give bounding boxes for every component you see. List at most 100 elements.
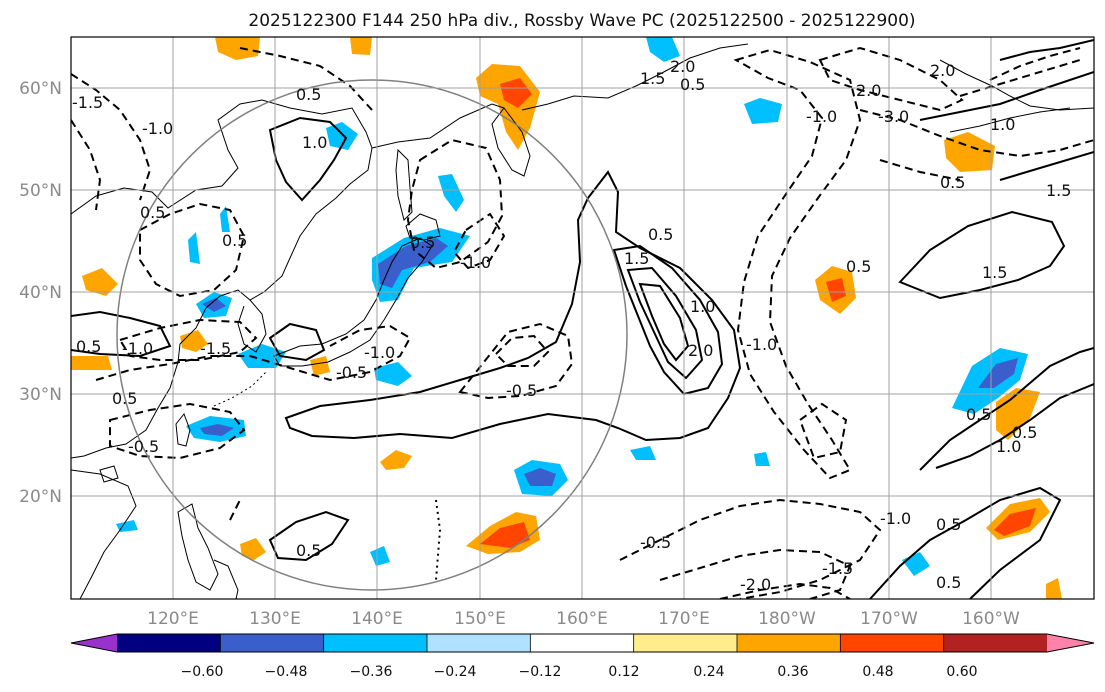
scattered-dots: [435, 499, 442, 581]
contour-label: 2.0: [688, 341, 713, 360]
contour-label: 0.5: [936, 515, 961, 534]
contour-neg-6: [798, 402, 848, 460]
lon-label: 120°E: [147, 609, 199, 629]
contour-neg-11: [659, 548, 852, 599]
shade-neg-10b: [524, 468, 556, 486]
lon-label: 130°E: [249, 609, 301, 629]
colorbar-segment: [943, 634, 1048, 652]
colorbar-segment: [737, 634, 841, 652]
shade-neg-5b: [378, 238, 448, 288]
contour-label: -1.0: [746, 335, 777, 354]
contour-label: 0.5: [296, 541, 321, 560]
contour-neg-9: [879, 159, 961, 181]
contour-pos-small: [268, 510, 350, 562]
lat-label: 40°N: [19, 283, 62, 303]
colorbar-tick-label: 0.48: [862, 664, 893, 680]
contour-label: -1.5: [200, 339, 231, 358]
lat-label: 60°N: [19, 79, 62, 99]
contour-pos-se-2: [935, 383, 1094, 469]
shade-neg-6b: [202, 298, 226, 312]
contour-label: -1.0: [364, 343, 395, 362]
colorbar-segment: [530, 634, 635, 652]
shade-neg-14: [370, 546, 390, 566]
colorbar: [70, 633, 1095, 653]
lat-label: 30°N: [19, 385, 62, 405]
colorbar-segment: [220, 634, 325, 652]
colorbar-segment: [633, 634, 738, 652]
coast-indochina: [71, 469, 137, 599]
contour-neg-22: [959, 59, 1081, 97]
contour-label: 0.5: [410, 233, 435, 252]
colorbar-tick-label: 0.24: [693, 664, 724, 680]
lon-label: 170°E: [658, 609, 710, 629]
shade-pos-9: [310, 356, 330, 376]
contour-label: -0.5: [128, 437, 159, 456]
contour-pos-ne-1: [898, 210, 1066, 300]
shade-neg-1: [646, 37, 680, 62]
contour-pos-se-3: [869, 486, 1062, 599]
colorbar-tick-label: 0.36: [777, 664, 808, 680]
contour-label: -1.0: [806, 107, 837, 126]
contour-pos-korea: [268, 322, 326, 362]
contour-label: 1.0: [690, 297, 715, 316]
shade-neg-8: [374, 362, 412, 386]
contour-label: 1.5: [624, 249, 649, 268]
contour-neg-14: [109, 402, 246, 460]
contour-label: 0.5: [846, 257, 871, 276]
colorbar-tick-label: −0.60: [181, 664, 224, 680]
colorbar-segment: [427, 634, 531, 652]
coast-korea: [237, 299, 267, 353]
contour-label: 0.5: [940, 173, 965, 192]
shade-pos-7: [180, 330, 208, 352]
contour-neg-19: [139, 202, 246, 298]
coast-philippines: [177, 503, 219, 591]
longitude-labels: 120°E 130°E 140°E 150°E 160°E 170°E 180°…: [147, 609, 1020, 629]
shade-pos-8: [71, 356, 112, 370]
contour-pos-ridge-4: [638, 282, 690, 362]
lon-label: 160°W: [962, 609, 1020, 629]
contour-label: -0.5: [506, 381, 537, 400]
coast-sakhalin: [395, 148, 413, 221]
colorbar-tick-label: −0.12: [519, 664, 562, 680]
contour-label: -2.0: [740, 575, 771, 594]
contour-pos-ridge-3: [626, 266, 704, 380]
shade-pos-1: [215, 37, 260, 60]
contour-neg-2: [494, 334, 550, 367]
coast-hainan: [99, 465, 119, 483]
contour-label: -1.0: [460, 253, 491, 272]
contour-label: -1.0: [142, 119, 173, 138]
colorbar-tick-label: 0.12: [608, 664, 639, 680]
contour-label: 1.0: [990, 115, 1015, 134]
reference-circle: [116, 79, 628, 591]
shade-neg-16: [116, 520, 138, 532]
contour-neg-4: [452, 212, 506, 270]
coast-taiwan: [175, 413, 191, 447]
contour-label: 1.0: [302, 133, 327, 152]
dots-1: [435, 499, 442, 581]
shade-pos-10: [380, 450, 412, 470]
contour-pos-ridge-2: [612, 244, 724, 396]
contour-label: 1.5: [640, 69, 665, 88]
shade-neg-18: [220, 206, 230, 232]
contour-label: -1.5: [822, 559, 853, 578]
contour-neg-8: [859, 109, 1094, 158]
contour-label: 0.5: [648, 225, 673, 244]
shade-pos-14b: [994, 508, 1036, 536]
colorbar-segment: [323, 634, 428, 652]
colorbar-tick-label: −0.48: [265, 664, 308, 680]
colorbar-outline: [70, 633, 1095, 653]
shade-neg-9b: [200, 424, 234, 436]
shade-pos-6: [82, 268, 118, 296]
shade-pos-3b: [500, 78, 532, 108]
contours-solid: [71, 39, 1094, 599]
shade-pos-2: [350, 37, 372, 55]
lon-label: 150°E: [454, 609, 506, 629]
contour-pos-se-1: [919, 347, 1094, 471]
shade-pos-11b: [480, 522, 530, 548]
shade-pos-5b: [826, 278, 846, 302]
gridlines: [71, 37, 1094, 599]
coast-alaska: [939, 59, 1094, 111]
coast-kamchatka: [491, 107, 531, 177]
plot-frame: [70, 36, 1095, 600]
